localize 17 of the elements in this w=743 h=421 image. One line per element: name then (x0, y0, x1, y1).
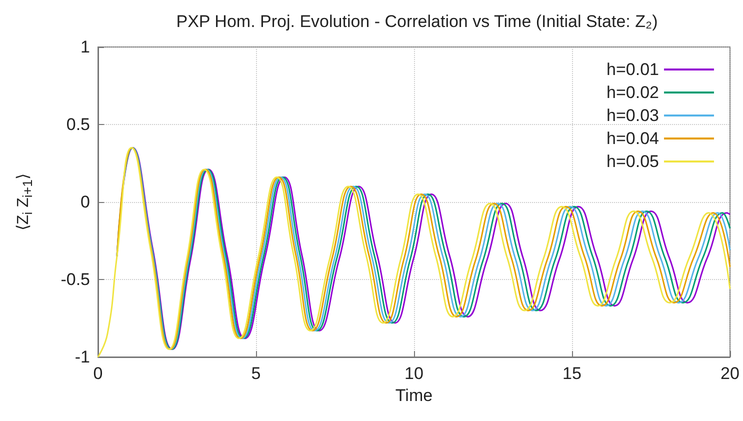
x-tick-label: 10 (404, 364, 424, 383)
legend-label: h=0.04 (606, 129, 659, 148)
y-tick-label: 1 (80, 38, 90, 56)
y-tick-label: 0 (80, 192, 90, 212)
chart-title: PXP Hom. Proj. Evolution - Correlation vs Time (Initial State: Z₂) (176, 12, 658, 31)
legend-label: h=0.02 (606, 83, 659, 102)
y-tick-label: -1 (74, 348, 90, 366)
x-tick-label: 15 (562, 364, 582, 383)
x-tick-label: 0 (93, 364, 103, 383)
x-tick-label: 20 (720, 364, 740, 383)
legend-label: h=0.01 (606, 60, 659, 79)
x-axis-title: Time (395, 386, 433, 405)
legend-label: h=0.03 (606, 106, 659, 125)
y-tick-label: -0.5 (60, 270, 90, 289)
y-tick-label: 0.5 (66, 115, 90, 134)
legend-label: h=0.05 (606, 152, 659, 171)
x-tick-label: 5 (251, 364, 261, 383)
